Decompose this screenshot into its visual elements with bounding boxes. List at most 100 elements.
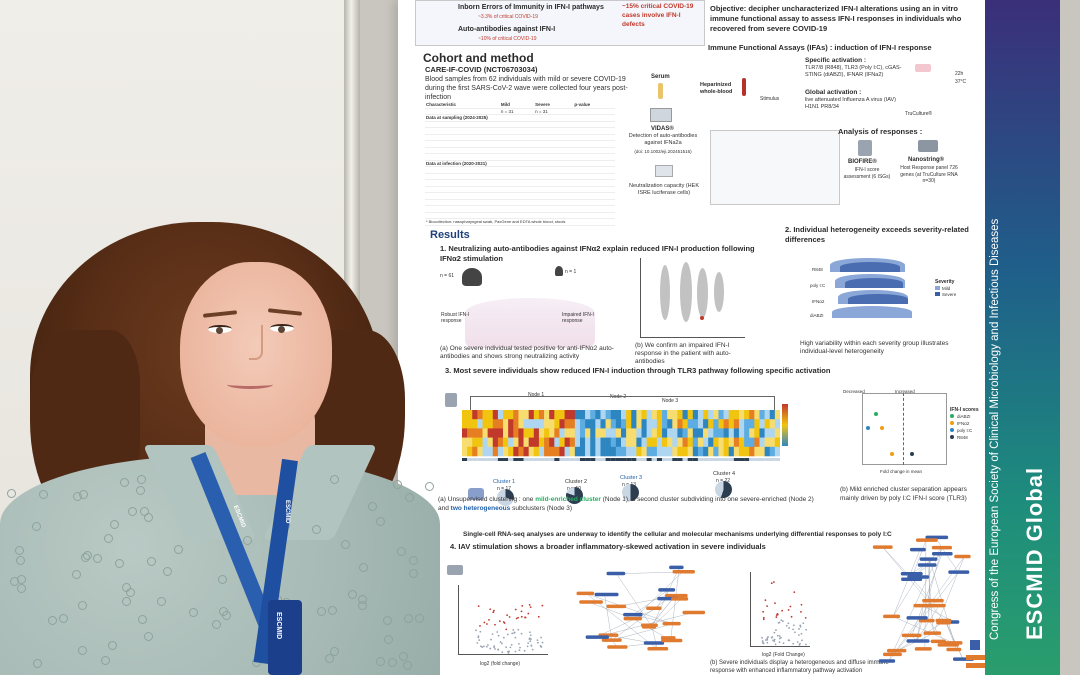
lace-eyelet: [136, 474, 146, 484]
severity-annotation-cell: [774, 458, 780, 461]
network-node: [925, 535, 949, 540]
network-node: [669, 565, 684, 570]
volcano-point: [503, 622, 506, 624]
network-node: [660, 636, 676, 640]
severity-annotation-cell: [564, 458, 570, 461]
heatmap-cell: [492, 410, 499, 420]
network-node: [948, 570, 970, 574]
heatmap-cell: [538, 446, 545, 457]
heatmap-cell: [687, 446, 694, 457]
score-polyic: poly I:C: [957, 428, 973, 433]
volcano-point: [773, 638, 776, 641]
heatmap-cell: [467, 410, 473, 420]
volcano-point: [523, 649, 526, 652]
heatmap-cell: [703, 437, 709, 448]
heatmap-cell: [554, 419, 560, 429]
heatmap-cell: [554, 437, 560, 448]
heatmap-cell: [497, 428, 504, 438]
volcano-point: [761, 641, 764, 644]
network-node: [576, 591, 595, 596]
heatmap-cell: [610, 410, 617, 420]
heatmap-cell: [605, 446, 612, 457]
volcano-point: [527, 642, 530, 644]
heatmap-cell: [482, 419, 488, 429]
volcano-point: [792, 624, 795, 627]
network-node: [937, 643, 959, 647]
severity-annotation-cell: [518, 458, 524, 461]
volcano-point: [514, 608, 517, 611]
volcano-point: [541, 641, 544, 644]
heatmap-cell: [462, 419, 468, 429]
cohort-desc: Blood samples from 62 individuals with m…: [425, 76, 628, 101]
heatmap-cell: [559, 446, 565, 457]
heatmap-cell: [518, 410, 524, 420]
heatmap-cell: [544, 437, 550, 448]
network-node: [906, 616, 928, 620]
heatmap-cell: [708, 410, 714, 420]
heatmap-cell: [621, 437, 627, 448]
volcano-point: [479, 624, 481, 627]
heatmap-cell: [656, 419, 663, 429]
heatmap-cell: [651, 419, 658, 429]
severity-annotation-cell: [487, 458, 493, 461]
heatmap-cell: [692, 410, 699, 420]
volcano-point: [780, 636, 782, 639]
heatmap-cell: [523, 446, 529, 457]
heatmap-cell: [462, 410, 468, 420]
heatmap-cell: [621, 410, 627, 420]
heatmap-cell: [738, 437, 745, 448]
heatmap-cell: [764, 419, 771, 429]
lace-eyelet: [33, 659, 43, 669]
network-node: [917, 563, 937, 567]
network-node: [579, 600, 603, 604]
volcano-point: [517, 628, 520, 631]
volcano-point: [800, 603, 803, 606]
r3-node1: Node 1: [528, 392, 545, 398]
heatmap-cell: [636, 419, 642, 429]
name-badge: [268, 600, 302, 675]
volcano-point: [537, 615, 540, 618]
heatmap-cell: [692, 428, 699, 438]
lace-eyelet: [397, 546, 406, 556]
heatmap-cell: [641, 428, 647, 438]
volcano-point: [798, 628, 800, 630]
lace-eyelet: [357, 600, 367, 610]
ifa-global-desc: live attenuated Influenza A virus (IAV) …: [805, 97, 897, 110]
network-node: [914, 647, 932, 651]
r4-caption-b: (b) Severe individuals display a heterog…: [710, 660, 889, 674]
volcano-point: [793, 591, 796, 594]
heatmap-cell: [733, 428, 740, 438]
volcano-point: [500, 642, 503, 645]
heatmap-cell: [703, 419, 709, 429]
lace-eyelet: [122, 597, 132, 607]
heatmap-cell: [477, 419, 483, 429]
heatmap-cell: [579, 419, 586, 429]
network-edge: [945, 620, 964, 660]
network-node: [922, 598, 944, 603]
heatmap-cell: [677, 428, 683, 438]
heatmap-cell: [564, 446, 571, 457]
heatmap-cell: [738, 419, 745, 429]
heatmap-cell: [472, 419, 478, 429]
heatmap-cell: [682, 437, 688, 448]
heatmap-cell: [764, 428, 771, 438]
severity-annotation-cell: [646, 458, 652, 461]
heatmap-cell: [508, 419, 514, 429]
cohort-title: Cohort and method: [423, 51, 534, 65]
heatmap-cell: [662, 428, 668, 438]
lace-eyelet: [78, 646, 87, 656]
heatmap-cell: [667, 410, 673, 420]
heatmap-cell: [718, 419, 724, 429]
heatmap-cell: [754, 437, 760, 448]
heatmap-cell: [549, 410, 555, 420]
severity-annotation-cell: [482, 458, 488, 461]
volcano-point: [766, 636, 769, 639]
heatmap-cell: [728, 446, 735, 457]
heatmap-cell: [723, 428, 730, 438]
lace-eyelet: [341, 539, 351, 549]
severity-annotation-cell: [544, 458, 550, 461]
heatmap-cell: [774, 410, 780, 420]
heatmap-cell: [590, 428, 596, 438]
heatmap-cell: [595, 446, 601, 457]
heatmap-cell: [544, 446, 550, 457]
